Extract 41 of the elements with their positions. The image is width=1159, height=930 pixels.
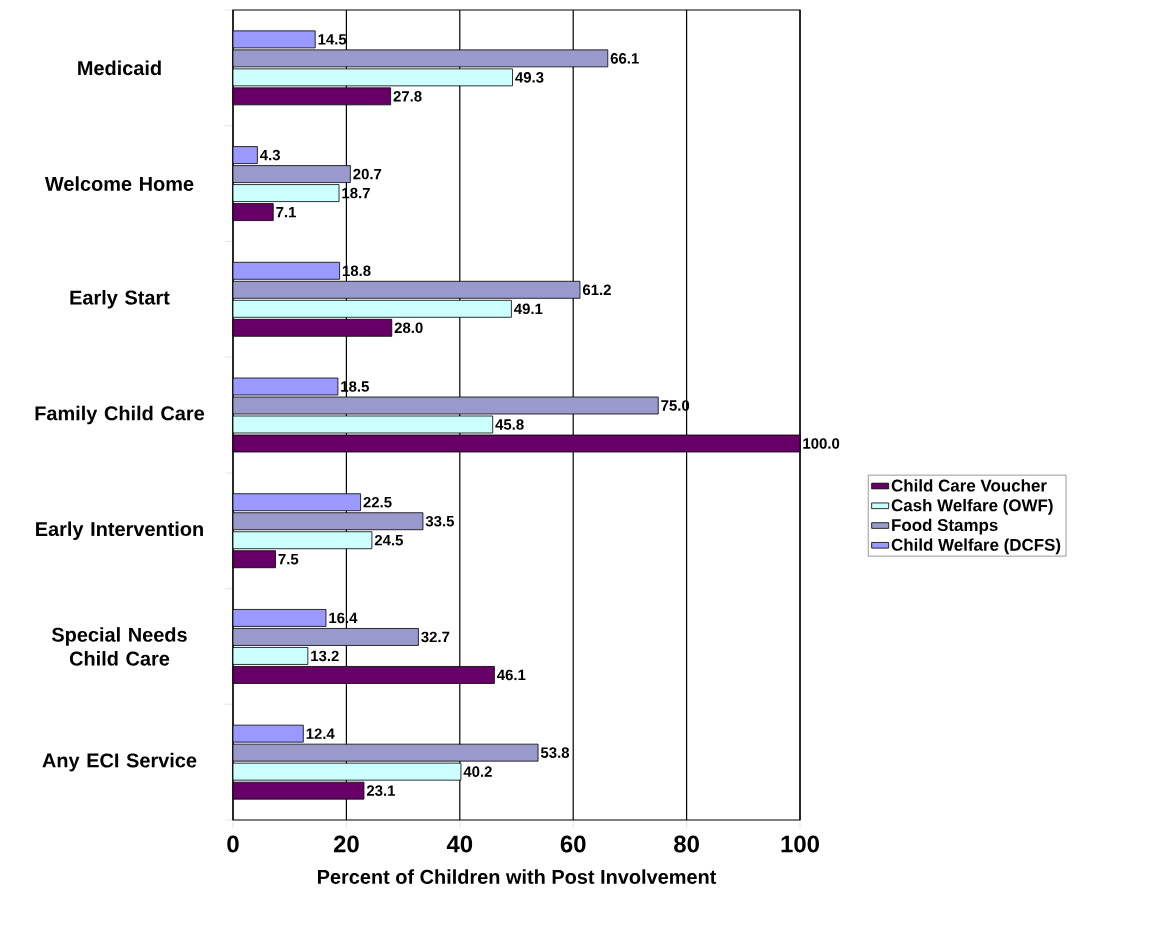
data-label: 24.5 xyxy=(374,534,403,546)
data-label: 53.8 xyxy=(540,747,570,758)
y-tick-label: Medicaid xyxy=(78,60,161,76)
x-tick-label: 40 xyxy=(446,835,473,853)
y-tick-label: Special Needs Child Care xyxy=(51,627,187,666)
legend-label: Child Care Voucher xyxy=(891,479,1047,492)
y-tick-label: Welcome Home xyxy=(44,176,194,191)
legend-label: Food Stamps xyxy=(892,518,998,535)
data-label: 49.1 xyxy=(514,303,543,315)
data-label: 66.1 xyxy=(610,53,639,64)
data-label: 33.5 xyxy=(425,515,455,527)
data-label: 100.0 xyxy=(803,438,840,449)
data-label: 23.1 xyxy=(366,785,396,796)
y-tick-label: Any ECI Service xyxy=(42,752,197,772)
data-label: 20.7 xyxy=(353,168,382,180)
data-label: 7.5 xyxy=(278,554,299,565)
data-label: 14.5 xyxy=(318,34,347,45)
y-tick-label: Family Child Care xyxy=(35,405,205,425)
data-label: 46.1 xyxy=(497,669,526,681)
data-label: 13.2 xyxy=(311,650,339,662)
x-tick-label: 60 xyxy=(560,835,586,853)
data-label: 22.5 xyxy=(363,496,392,508)
x-axis-title: Percent of Children with Post Involvement xyxy=(317,869,717,884)
data-label: 40.2 xyxy=(463,766,492,777)
legend-label: Child Welfare (DCFS) xyxy=(891,538,1061,555)
data-label: 27.8 xyxy=(393,91,422,102)
x-tick-label: 0 xyxy=(227,835,239,853)
data-label: 12.4 xyxy=(306,728,335,739)
y-tick-label: Early Start xyxy=(70,290,170,309)
legend-label: Cash Welfare (OWF) xyxy=(891,498,1053,515)
data-label: 45.8 xyxy=(495,419,524,430)
x-tick-label: 20 xyxy=(333,835,359,853)
data-label: 61.2 xyxy=(582,284,611,296)
data-label: 32.7 xyxy=(421,631,450,643)
y-tick-label: Early Intervention xyxy=(36,521,203,541)
data-label: 28.0 xyxy=(394,322,423,334)
data-label: 7.1 xyxy=(276,206,297,218)
x-tick-label: 80 xyxy=(674,835,699,853)
data-label: 4.3 xyxy=(260,149,281,161)
data-label: 49.3 xyxy=(515,72,544,83)
x-tick-label: 100 xyxy=(781,835,819,853)
